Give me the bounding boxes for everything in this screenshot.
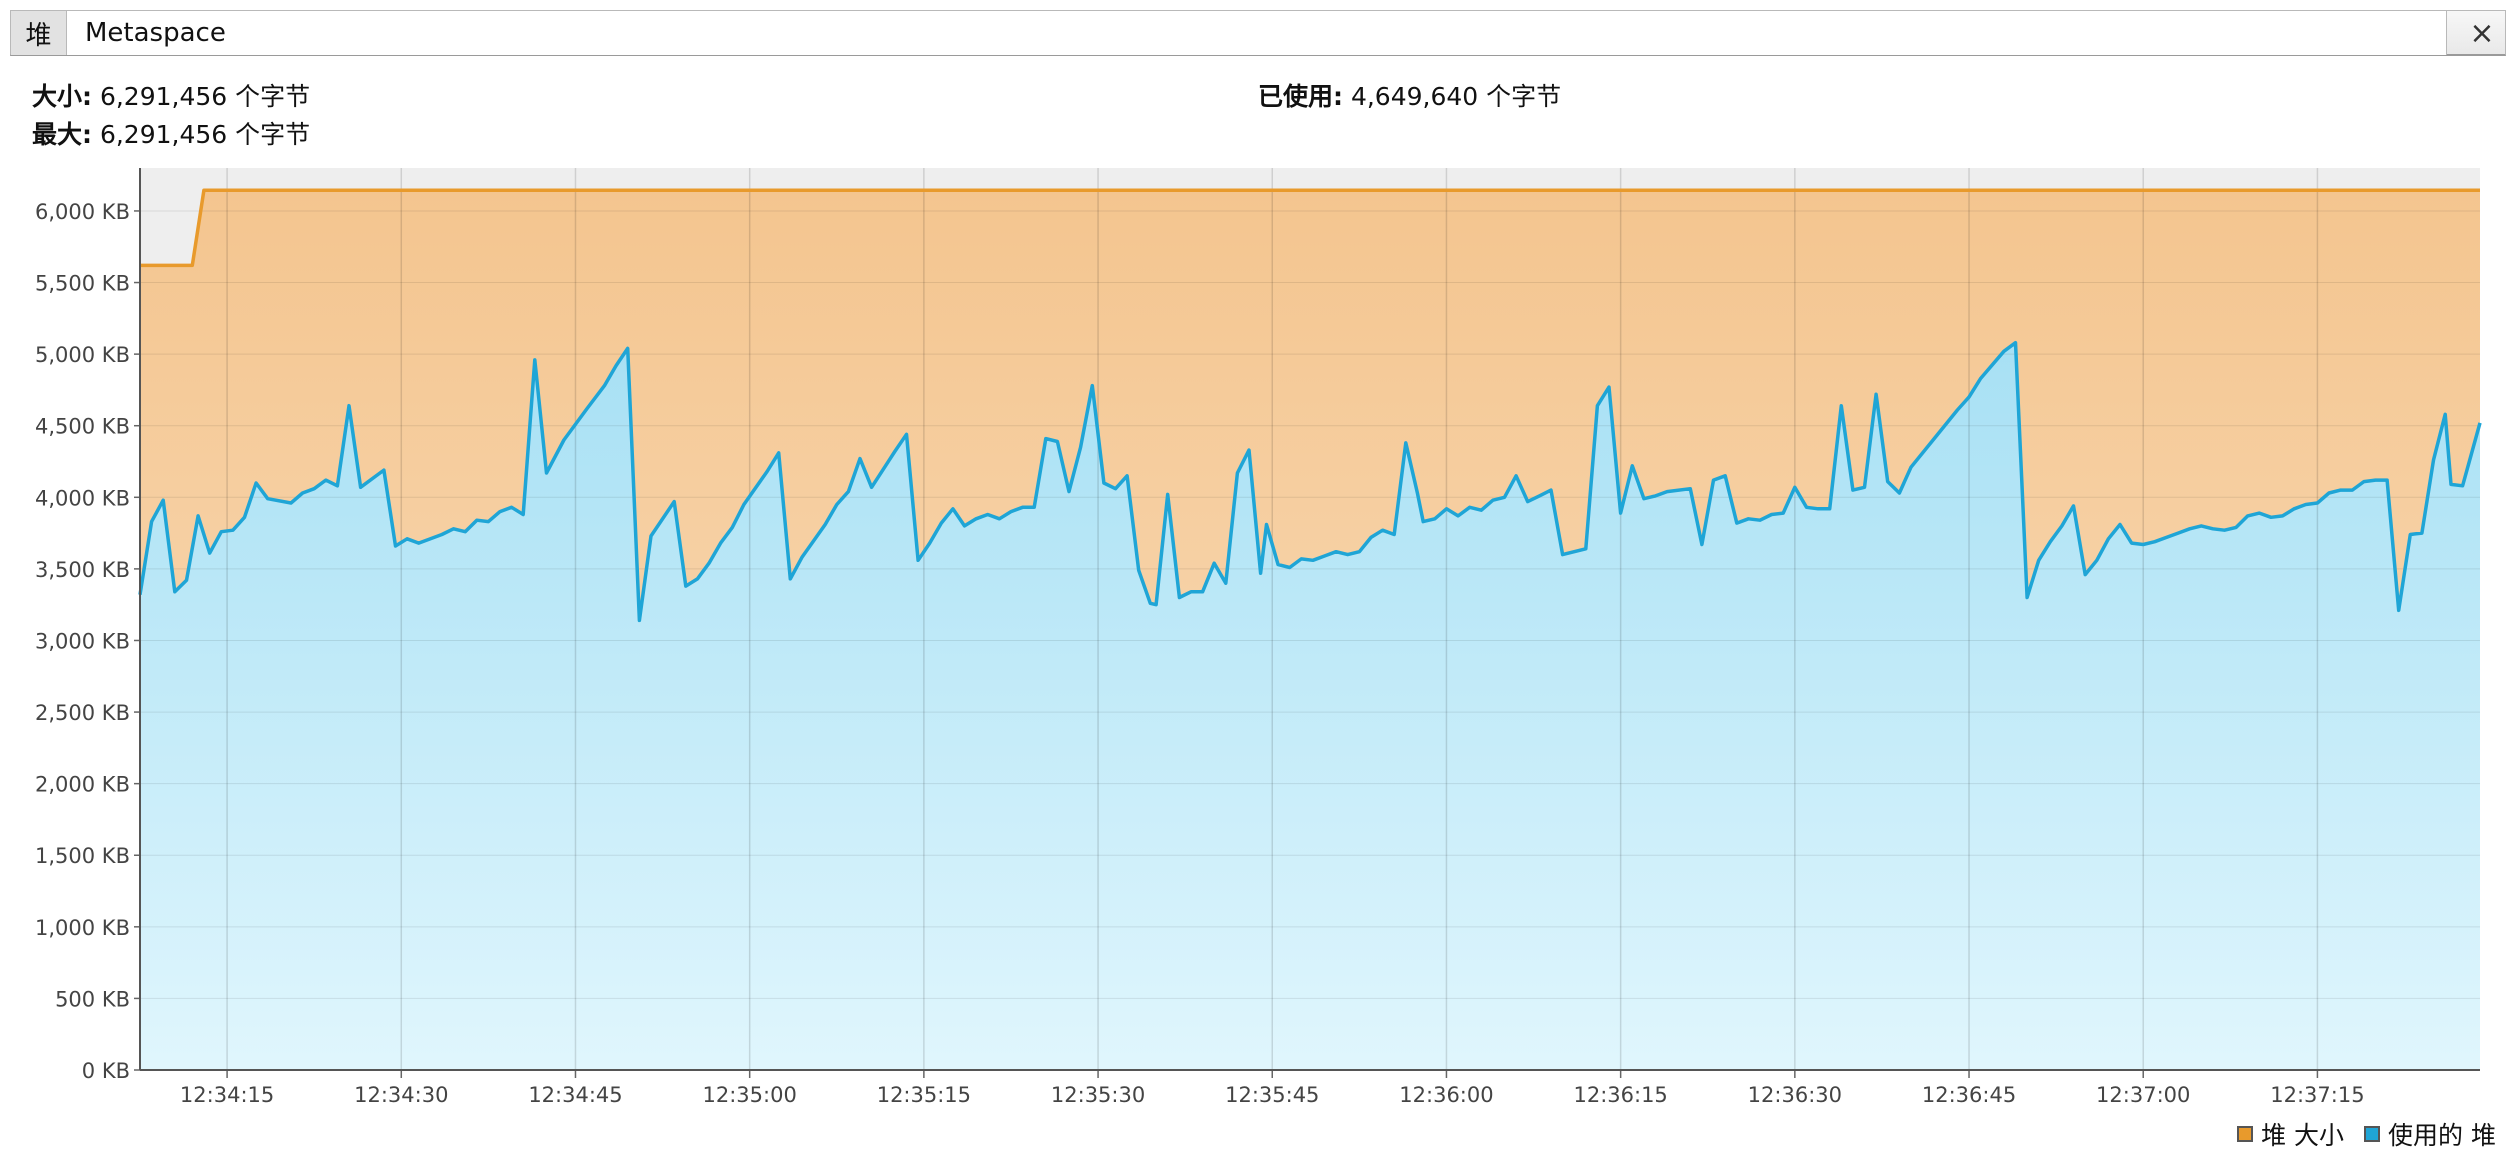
size-label: 大小: bbox=[32, 82, 92, 111]
legend-swatch-heap-size bbox=[2237, 1126, 2254, 1142]
series-line-1 bbox=[138, 340, 2482, 623]
legend-swatch-used-heap bbox=[2364, 1126, 2381, 1142]
y-tick-label: 4,500 KB bbox=[35, 415, 130, 439]
metaspace-chart: 0 KB 500 KB 1,000 KB 1,500 KB 2,000 KB 2,500 … bbox=[35, 168, 2482, 1107]
close-icon[interactable]: × bbox=[2469, 15, 2495, 51]
x-tick-label: 12:37:00 bbox=[2096, 1083, 2190, 1107]
size-info: 大小: 6,291,456 个字节 bbox=[32, 78, 310, 116]
max-info: 最大: 6,291,456 个字节 bbox=[32, 116, 310, 154]
y-tick-label: 3,000 KB bbox=[35, 629, 130, 653]
tab-bar: 堆 Metaspace × bbox=[10, 10, 2506, 56]
y-tick-label: 6,000 KB bbox=[35, 200, 130, 224]
x-tick-label: 12:37:15 bbox=[2270, 1083, 2364, 1107]
x-tick-label: 12:35:30 bbox=[1051, 1083, 1145, 1107]
series-area-1 bbox=[140, 342, 2480, 1070]
y-tick-label: 5,500 KB bbox=[35, 272, 130, 296]
size-value: 6,291,456 个字节 bbox=[99, 82, 311, 111]
tab-heap[interactable]: 堆 bbox=[11, 11, 67, 55]
legend-label-heap-size: 堆 大小 bbox=[2261, 1121, 2345, 1150]
y-tick-label: 3,500 KB bbox=[35, 558, 130, 582]
x-tick-label: 12:36:15 bbox=[1573, 1083, 1667, 1107]
x-tick-label: 12:34:30 bbox=[354, 1083, 448, 1107]
max-label: 最大: bbox=[32, 120, 92, 149]
x-tick-label: 12:35:00 bbox=[703, 1083, 797, 1107]
x-tick-label: 12:35:45 bbox=[1225, 1083, 1319, 1107]
x-tick-label: 12:34:15 bbox=[180, 1083, 274, 1107]
max-value: 6,291,456 个字节 bbox=[99, 120, 311, 149]
x-tick-label: 12:35:15 bbox=[877, 1083, 971, 1107]
y-tick-label: 5,000 KB bbox=[35, 343, 130, 367]
series-line-0 bbox=[140, 188, 2480, 268]
chart-legend: 堆 大小 使用的 堆 bbox=[2217, 1116, 2496, 1152]
y-tick-label: 1,000 KB bbox=[35, 916, 130, 940]
x-tick-label: 12:36:45 bbox=[1922, 1083, 2016, 1107]
tab-metaspace[interactable]: Metaspace bbox=[67, 11, 2447, 55]
legend-label-used-heap: 使用的 堆 bbox=[2388, 1121, 2496, 1150]
y-tick-label: 0 KB bbox=[82, 1059, 130, 1083]
used-value: 4,649,640 个字节 bbox=[1350, 82, 1562, 111]
x-tick-label: 12:34:45 bbox=[528, 1083, 622, 1107]
x-tick-label: 12:36:00 bbox=[1399, 1083, 1493, 1107]
y-tick-label: 4,000 KB bbox=[35, 486, 130, 510]
y-tick-label: 2,500 KB bbox=[35, 701, 130, 725]
used-label: 已使用: bbox=[1258, 82, 1343, 111]
y-tick-label: 1,500 KB bbox=[35, 844, 130, 868]
y-tick-label: 500 KB bbox=[55, 987, 130, 1011]
used-info: 已使用: 4,649,640 个字节 bbox=[1258, 78, 1561, 116]
y-tick-label: 2,000 KB bbox=[35, 773, 130, 797]
x-tick-label: 12:36:30 bbox=[1748, 1083, 1842, 1107]
